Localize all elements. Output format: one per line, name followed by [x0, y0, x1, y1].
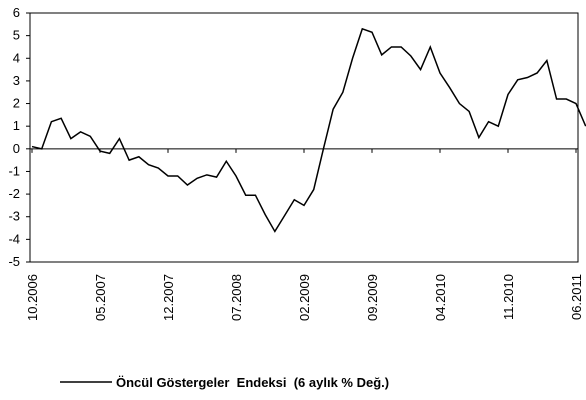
x-tick-label: 05.2007 — [93, 274, 108, 321]
x-tick-label: 10.2006 — [25, 274, 40, 321]
y-tick-label: 5 — [13, 28, 20, 43]
x-tick-label: 02.2009 — [297, 274, 312, 321]
x-tick-label: 09.2009 — [365, 274, 380, 321]
y-tick-label: 0 — [13, 141, 20, 156]
y-tick-label: 2 — [13, 96, 20, 111]
x-tick-label: 12.2007 — [161, 274, 176, 321]
y-tick-label: 3 — [13, 73, 20, 88]
x-tick-label: 06.2011 — [569, 274, 584, 320]
y-tick-label: -1 — [8, 163, 20, 178]
x-tick-label: 07.2008 — [229, 274, 244, 321]
y-tick-label: -5 — [8, 254, 20, 269]
y-tick-label: 6 — [13, 5, 20, 20]
y-tick-label: -2 — [8, 186, 20, 201]
x-tick-label: 04.2010 — [433, 274, 448, 321]
plot-frame — [29, 12, 579, 263]
legend-label: Öncül Göstergeler Endeksi (6 aylık % Değ… — [116, 375, 389, 390]
x-tick-label: 11.2010 — [501, 274, 516, 320]
y-tick-label: 1 — [13, 118, 20, 133]
y-tick-label: -3 — [8, 209, 20, 224]
y-tick-label: 4 — [13, 50, 20, 65]
series-line — [31, 27, 586, 233]
y-tick-label: -4 — [8, 231, 20, 246]
